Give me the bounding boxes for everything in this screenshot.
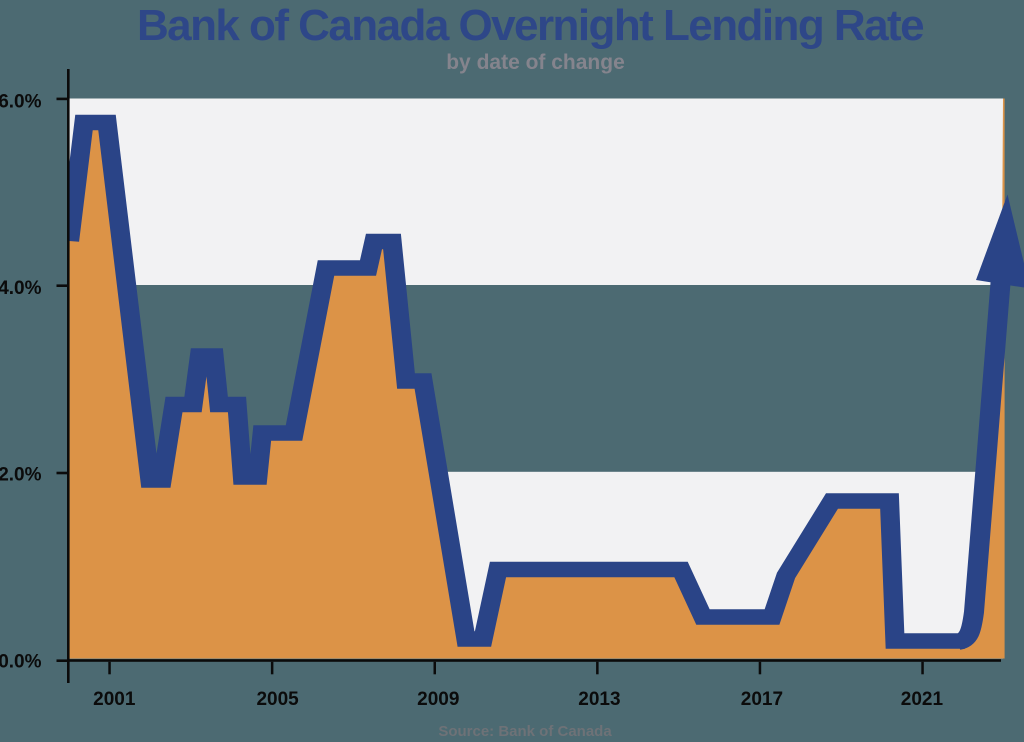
svg-text:6.0%: 6.0% [0,91,42,112]
svg-text:2021: 2021 [901,689,944,710]
svg-text:2017: 2017 [741,689,783,710]
svg-text:2013: 2013 [578,689,620,710]
svg-text:2001: 2001 [93,689,136,710]
svg-text:2005: 2005 [256,689,299,710]
svg-text:2.0%: 2.0% [0,465,42,486]
svg-text:4.0%: 4.0% [0,278,42,299]
svg-text:0.0%: 0.0% [0,651,42,672]
svg-text:2009: 2009 [417,689,459,710]
